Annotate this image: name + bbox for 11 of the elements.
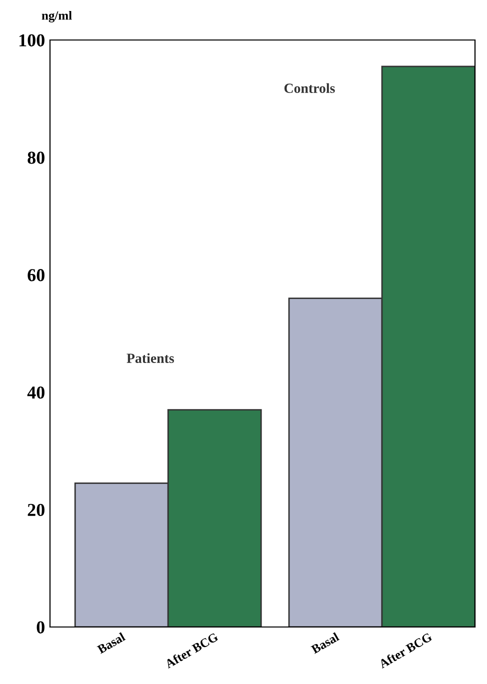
annotation: Controls	[284, 83, 335, 93]
y-tick-label: 100	[20, 34, 44, 46]
y-tick-label: 0	[36, 621, 44, 634]
x-tick-label: After BCG	[378, 632, 433, 669]
x-tick-label: After BCG	[164, 632, 219, 669]
y-axis-title: ng/ml	[42, 10, 72, 22]
y-tick-label: 20	[28, 504, 44, 516]
y-tick-label: 80	[28, 152, 44, 164]
annotation: Patients	[126, 353, 174, 363]
y-tick-label: 60	[28, 269, 44, 282]
y-tick-label: 40	[27, 386, 44, 399]
